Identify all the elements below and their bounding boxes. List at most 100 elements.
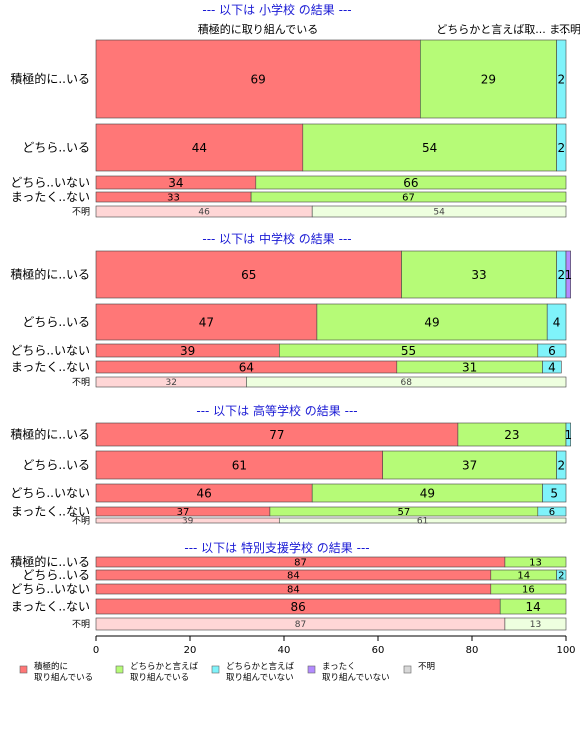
row-label: 積極的に..いる	[10, 554, 90, 569]
row-label: どちら..いる	[22, 568, 90, 582]
data-label: 61	[232, 458, 247, 472]
row-label: 積極的に..いる	[10, 267, 90, 282]
bar-segment	[382, 450, 557, 480]
panel-title-3: --- 以下は 高等学校 の結果 ---	[196, 403, 357, 418]
data-label: 4	[553, 315, 561, 329]
x-tick-label: 60	[372, 645, 385, 656]
data-label: 65	[241, 268, 256, 282]
bar-segment	[546, 303, 567, 341]
x-tick-label: 20	[184, 645, 197, 656]
data-label: 31	[462, 360, 477, 374]
row-label: まったく..ない	[11, 600, 90, 614]
bar-segment	[542, 483, 567, 503]
bar-segment	[504, 556, 567, 568]
bar-segment	[95, 250, 402, 299]
data-label: 14	[525, 600, 540, 614]
legend-label-line2: 取り組んでいる	[34, 672, 93, 683]
data-label: 13	[530, 620, 541, 630]
bar-segment	[316, 303, 548, 341]
data-label: 46	[198, 208, 210, 218]
row-label: 不明	[72, 377, 90, 388]
data-label: 16	[522, 585, 535, 596]
data-label: 34	[168, 176, 183, 190]
row-label: どちら..いる	[22, 315, 90, 329]
data-label: 47	[199, 315, 214, 329]
row-label: まったく..ない	[11, 505, 90, 519]
legend-swatch	[211, 665, 220, 674]
bar-segment	[255, 175, 567, 190]
legend-swatch	[19, 665, 28, 674]
data-label: 87	[295, 620, 306, 630]
data-label: 57	[397, 507, 410, 518]
row-label: 不明	[72, 619, 90, 630]
bar-segment	[95, 450, 384, 480]
data-label: 39	[182, 517, 194, 527]
bar-segment	[490, 583, 567, 595]
legend-swatch	[307, 665, 316, 674]
top-label-category-1: 積極的に取り組んでいる	[198, 22, 318, 36]
data-label: 64	[239, 360, 254, 374]
bar-segment	[556, 450, 567, 480]
row-label: 不明	[72, 207, 90, 218]
data-label: 1	[565, 268, 573, 282]
data-label: 87	[294, 558, 307, 569]
panel-title-2: --- 以下は 中学校 の結果 ---	[202, 231, 351, 246]
legend-label-line2: 取り組んでいない	[322, 672, 390, 683]
data-label: 54	[422, 141, 437, 155]
data-label: 46	[196, 486, 211, 500]
legend-label-line2: 取り組んでいる	[130, 672, 189, 683]
row-label: どちら..いる	[22, 141, 90, 155]
legend-label-line1: どちらかと言えば	[226, 661, 295, 672]
legend-swatch	[403, 665, 412, 674]
data-label: 2	[557, 458, 565, 472]
data-label: 33	[167, 193, 180, 204]
data-label: 39	[180, 344, 195, 358]
data-label: 54	[433, 208, 445, 218]
top-label-category-4: ま...	[549, 23, 571, 36]
bar-segment	[419, 39, 557, 119]
data-label: 29	[481, 72, 496, 86]
data-label: 13	[529, 558, 542, 569]
bar-segment	[401, 250, 557, 299]
legend-label-line1: 積極的に	[34, 661, 68, 672]
data-label: 67	[402, 193, 415, 204]
bar-segment	[311, 205, 567, 218]
top-label-category-5: 不明	[559, 23, 580, 36]
legend-label-line1: まったく	[322, 662, 356, 672]
row-label: どちら..いない	[10, 176, 90, 190]
data-label: 14	[517, 571, 530, 582]
data-label: 2	[558, 571, 564, 582]
row-label: 積極的に..いる	[10, 427, 90, 442]
legend-label-line1: どちらかと言えば	[130, 661, 199, 672]
data-label: 5	[550, 486, 558, 500]
data-label: 49	[424, 315, 439, 329]
bar-segment	[537, 343, 567, 358]
bar-segment	[95, 123, 304, 172]
bar-segment	[302, 123, 557, 172]
data-label: 69	[251, 72, 266, 86]
data-label: 77	[269, 428, 284, 442]
data-label: 66	[403, 176, 418, 190]
data-label: 84	[287, 585, 300, 596]
data-label: 2	[557, 141, 565, 155]
data-label: 37	[462, 458, 477, 472]
x-tick-label: 80	[466, 645, 479, 656]
row-label: どちら..いない	[10, 582, 90, 596]
legend-swatch	[115, 665, 124, 674]
data-label: 55	[401, 344, 416, 358]
bar-segment	[246, 376, 567, 388]
row-label: どちら..いない	[10, 344, 90, 358]
bar-segment	[556, 39, 567, 119]
data-label: 4	[548, 360, 556, 374]
bar-segment	[565, 250, 571, 299]
row-label: どちら..いない	[10, 486, 90, 500]
data-label: 44	[192, 141, 207, 155]
data-label: 84	[287, 571, 300, 582]
bar-segment	[499, 598, 567, 615]
bar-segment	[556, 569, 567, 581]
bar-segment	[537, 506, 567, 517]
top-label-category-2: どちらかと言えば取...	[436, 23, 546, 36]
row-label: まったく..ない	[11, 360, 90, 374]
row-label: 不明	[72, 516, 90, 527]
